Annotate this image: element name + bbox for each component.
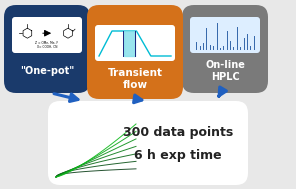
- Text: 6 h exp time: 6 h exp time: [134, 149, 222, 162]
- FancyBboxPatch shape: [182, 5, 268, 93]
- FancyBboxPatch shape: [48, 101, 248, 185]
- FancyBboxPatch shape: [4, 5, 90, 93]
- Text: On-line
HPLC: On-line HPLC: [205, 60, 245, 82]
- FancyBboxPatch shape: [190, 17, 260, 53]
- FancyBboxPatch shape: [87, 5, 183, 99]
- FancyBboxPatch shape: [95, 25, 175, 61]
- Text: "One-pot": "One-pot": [20, 66, 74, 76]
- Text: Z = OMe, Me, F
X= COOH, CN: Z = OMe, Me, F X= COOH, CN: [36, 41, 59, 49]
- Text: 300 data points: 300 data points: [123, 125, 233, 139]
- FancyBboxPatch shape: [12, 17, 82, 53]
- Text: Transient
flow: Transient flow: [107, 68, 163, 90]
